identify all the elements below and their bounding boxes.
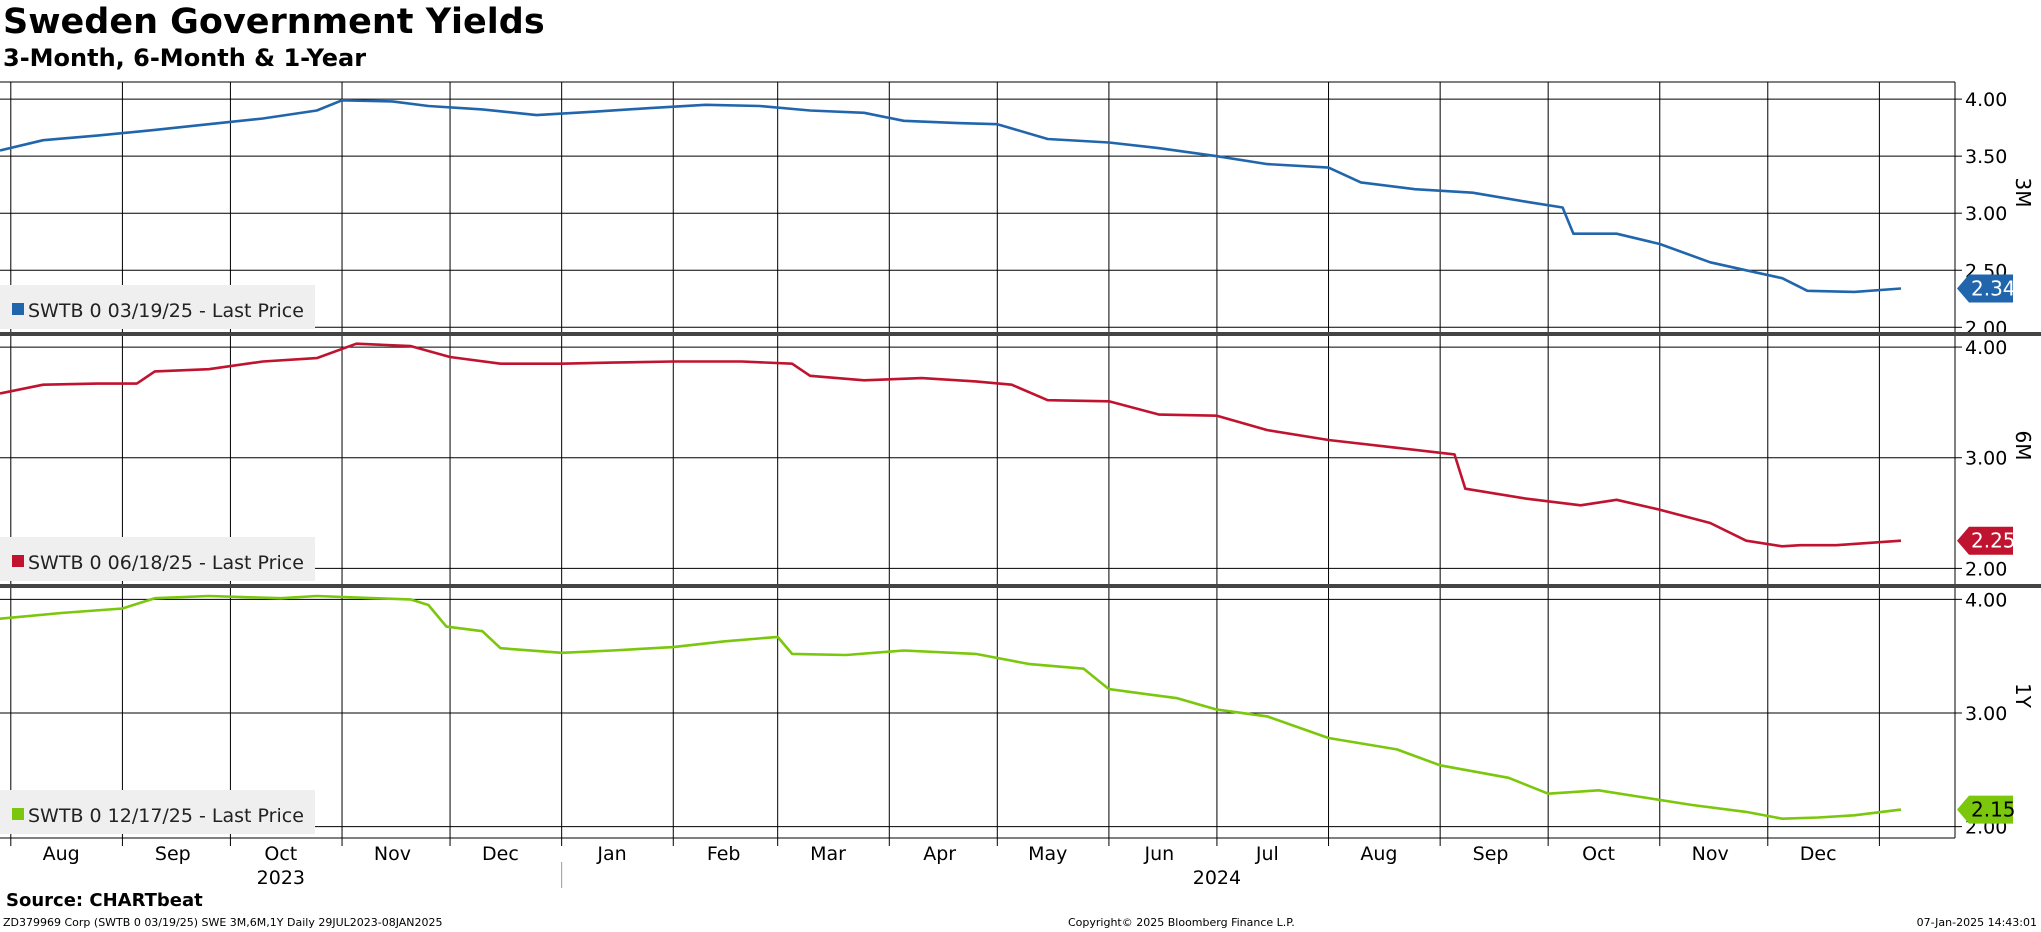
footer-ticker-info: ZD379969 Corp (SWTB 0 03/19/25) SWE 3M,6… [3, 916, 443, 929]
x-month-label: Apr [923, 843, 956, 865]
x-year-label: 2024 [1193, 867, 1241, 889]
panel-side-label: 3M [2011, 178, 2035, 208]
series-line-1y [0, 594, 1902, 821]
x-month-label: Oct [1582, 843, 1615, 865]
x-month-label: Sep [155, 843, 191, 865]
series-line-6m [0, 342, 1902, 548]
panel-separator [0, 332, 2041, 336]
x-month-label: Sep [1473, 843, 1509, 865]
y-tick-label: 3.00 [1965, 703, 2007, 725]
x-month-label: Nov [1692, 843, 1729, 865]
x-month-label: Dec [482, 843, 519, 865]
y-tick-label: 3.50 [1965, 146, 2007, 168]
legend-swatch [12, 808, 24, 820]
chart-title: Sweden Government Yields [3, 2, 545, 42]
legend-label: SWTB 0 06/18/25 - Last Price [28, 552, 304, 574]
x-year-label: 2023 [257, 867, 305, 889]
legend-box [0, 285, 315, 329]
last-price-value: 2.25 [1971, 529, 2016, 553]
legend-swatch [12, 303, 24, 315]
x-month-label: Nov [374, 843, 411, 865]
x-month-label: Dec [1800, 843, 1837, 865]
last-price-value: 2.15 [1971, 798, 2016, 822]
x-month-label: May [1028, 843, 1067, 865]
legend-box [0, 790, 315, 834]
x-month-label: Mar [810, 843, 846, 865]
last-price-tag [1957, 526, 2013, 555]
legend-label: SWTB 0 12/17/25 - Last Price [28, 805, 304, 827]
y-tick-label: 4.00 [1965, 89, 2007, 111]
series-line-3m [0, 99, 1902, 294]
last-price-value: 2.34 [1971, 277, 2016, 301]
x-month-label: Jul [1255, 843, 1279, 865]
y-tick-label: 4.00 [1965, 589, 2007, 611]
legend-swatch [12, 555, 24, 567]
footer-copyright: Copyright© 2025 Bloomberg Finance L.P. [1068, 916, 1295, 929]
x-month-label: Aug [1360, 843, 1397, 865]
x-month-label: Jun [1143, 843, 1174, 865]
last-price-tag [1957, 795, 2013, 824]
legend-label: SWTB 0 03/19/25 - Last Price [28, 300, 304, 322]
y-tick-label: 3.00 [1965, 448, 2007, 470]
y-tick-label: 2.00 [1965, 558, 2007, 580]
panel-side-label: 1Y [2011, 683, 2035, 709]
x-month-label: Jan [596, 843, 626, 865]
legend-box [0, 537, 315, 581]
x-month-label: Oct [264, 843, 297, 865]
panel-side-label: 6M [2011, 431, 2035, 461]
y-tick-label: 3.00 [1965, 203, 2007, 225]
panel-separator [0, 584, 2041, 588]
y-tick-label: 4.00 [1965, 337, 2007, 359]
x-month-label: Feb [707, 843, 741, 865]
footer-timestamp: 07-Jan-2025 14:43:01 [1916, 916, 2037, 929]
chart-subtitle: 3-Month, 6-Month & 1-Year [3, 44, 367, 72]
last-price-tag [1957, 274, 2013, 303]
x-month-label: Aug [43, 843, 80, 865]
source-note: Source: CHARTbeat [6, 890, 203, 911]
